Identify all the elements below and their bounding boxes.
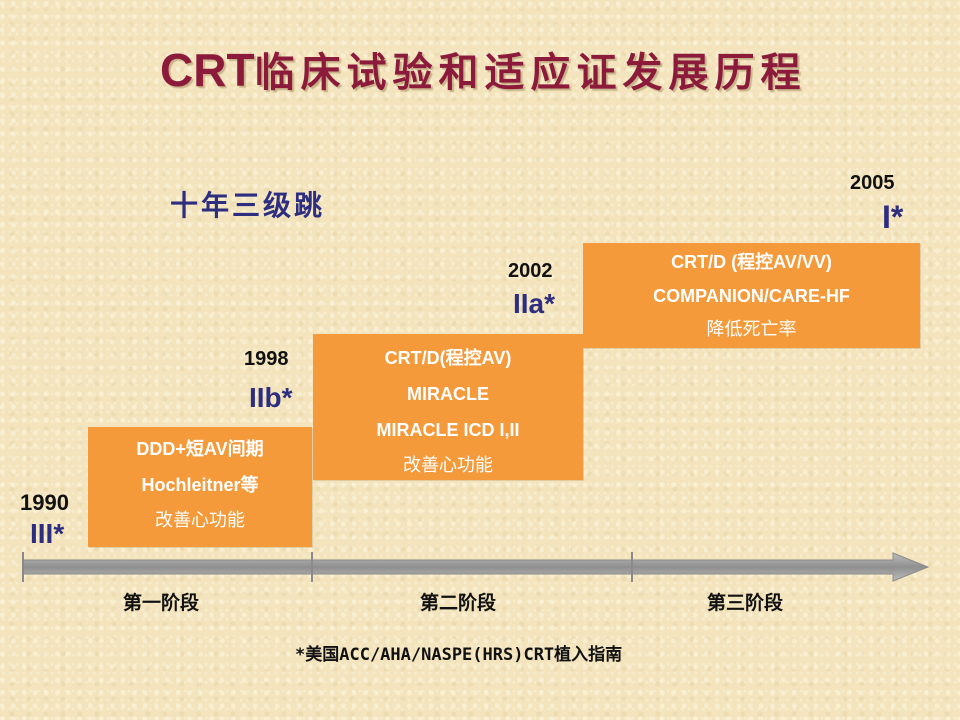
- box-2-line-4: 改善心功能: [403, 455, 493, 476]
- box-3-line-3: 降低死亡率: [706, 319, 797, 340]
- class-label-iii: III*: [30, 518, 65, 549]
- subtitle: 十年三级跳: [170, 189, 326, 222]
- box-1-line-2: Hochleitner等: [141, 475, 259, 495]
- stage-label-2: 第二阶段: [420, 592, 497, 614]
- year-label-2005: 2005: [850, 172, 895, 194]
- timeline-arrow: [22, 552, 930, 582]
- box-1-line-3: 改善心功能: [155, 510, 245, 531]
- box-2-line-2: MIRACLE: [407, 384, 489, 404]
- stage-1-box: DDD+短AV间期 Hochleitner等 改善心功能: [88, 427, 312, 547]
- footnote: *美国ACC/AHA/NASPE(HRS)CRT植入指南: [295, 645, 623, 665]
- box-3-line-2: COMPANION/CARE-HF: [653, 286, 850, 306]
- title-latin: CRT: [160, 44, 255, 96]
- stage-label-3: 第三阶段: [707, 592, 784, 614]
- box-3-line-1: CRT/D (程控AV/VV): [671, 252, 832, 272]
- title-chinese: 临床试验和适应证发展历程: [254, 49, 807, 96]
- stage-3-box: CRT/D (程控AV/VV) COMPANION/CARE-HF 降低死亡率: [583, 243, 920, 348]
- box-2-line-3: MIRACLE ICD I,II: [376, 420, 520, 440]
- year-label-1990: 1990: [20, 490, 69, 515]
- class-label-iia: IIa*: [513, 288, 556, 319]
- class-label-iib: IIb*: [249, 382, 293, 413]
- year-label-1998: 1998: [244, 348, 289, 370]
- page-title: CRT临床试验和适应证发展历程: [160, 40, 940, 100]
- box-2-line-1: CRT/D(程控AV): [384, 348, 512, 368]
- box-1-line-1: DDD+短AV间期: [136, 439, 264, 459]
- stage-2-box: CRT/D(程控AV) MIRACLE MIRACLE ICD I,II 改善心…: [313, 334, 583, 480]
- year-label-2002: 2002: [508, 260, 553, 282]
- stage-label-1: 第一阶段: [123, 592, 200, 614]
- class-label-i: I*: [882, 199, 904, 235]
